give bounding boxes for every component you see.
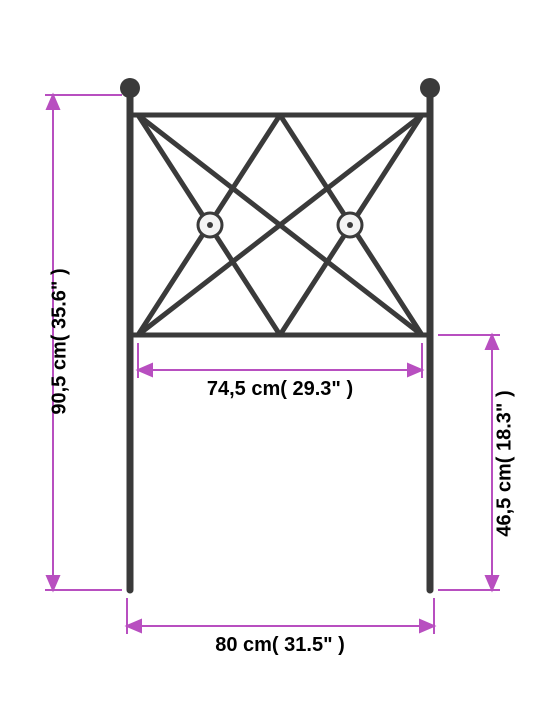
dim-width-total-label: 80 cm( 31.5" ) bbox=[148, 634, 412, 657]
right-finial bbox=[420, 78, 440, 98]
pattern-line bbox=[280, 115, 422, 225]
pattern-line bbox=[280, 225, 422, 335]
pattern-line bbox=[138, 115, 280, 225]
diagram-svg bbox=[0, 0, 540, 720]
dim-height-lower-label: 46,5 cm( 18.3" ) bbox=[494, 364, 517, 564]
rosette-left-inner bbox=[207, 222, 213, 228]
diagram-stage: 90,5 cm( 35.6" ) 46,5 cm( 18.3" ) 74,5 c… bbox=[0, 0, 540, 720]
rosette-right-inner bbox=[347, 222, 353, 228]
left-finial bbox=[120, 78, 140, 98]
dim-width-inner-label: 74,5 cm( 29.3" ) bbox=[148, 378, 412, 401]
dim-height-total-label: 90,5 cm( 35.6" ) bbox=[49, 242, 72, 442]
